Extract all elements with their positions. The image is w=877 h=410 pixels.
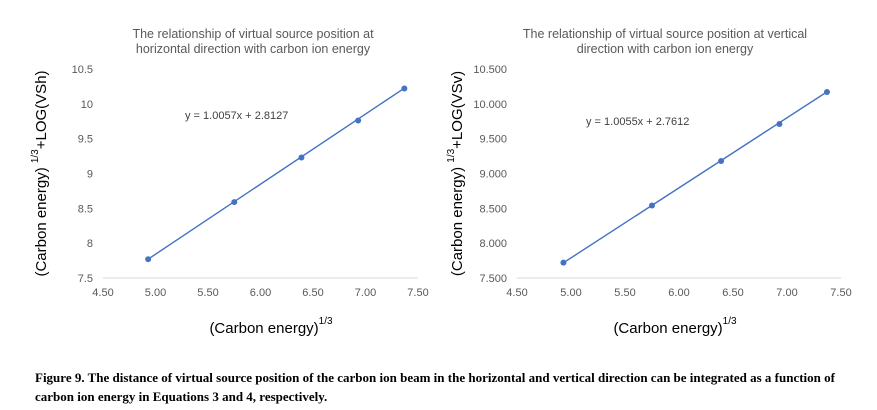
data-point <box>298 154 305 161</box>
chart-title-line: direction with carbon ion energy <box>577 42 754 56</box>
y-tick-label: 9.500 <box>479 134 507 146</box>
trendline <box>563 91 828 264</box>
x-tick-label: 5.50 <box>614 287 635 299</box>
x-tick-label: 6.00 <box>250 287 271 299</box>
chart-title-line: The relationship of virtual source posit… <box>132 27 374 41</box>
data-point <box>145 256 152 263</box>
figure-caption: Figure 9. The distance of virtual source… <box>35 370 835 404</box>
y-tick-label: 8.000 <box>479 238 507 250</box>
y-tick-label: 10.000 <box>473 99 507 111</box>
data-point <box>401 85 408 92</box>
x-tick-label: 7.00 <box>776 287 797 299</box>
chart-horizontal: The relationship of virtual source posit… <box>30 27 429 337</box>
data-point <box>649 202 655 209</box>
y-tick-label: 8 <box>87 238 93 250</box>
data-point <box>823 88 830 95</box>
y-tick-label: 9.000 <box>479 169 507 181</box>
x-tick-label: 6.00 <box>668 287 689 299</box>
chart-vertical: The relationship of virtual source posit… <box>446 27 852 337</box>
y-tick-label: 7.500 <box>479 273 507 285</box>
y-tick-label: 9 <box>87 169 93 181</box>
y-tick-label: 8.5 <box>78 203 93 215</box>
x-tick-label: 5.50 <box>197 287 218 299</box>
x-axis-label: (Carbon energy)1/3 <box>209 316 333 337</box>
data-point <box>776 121 783 128</box>
data-point <box>355 117 362 124</box>
x-axis-label: (Carbon energy)1/3 <box>613 316 737 337</box>
x-tick-label: 6.50 <box>722 287 743 299</box>
trendline-equation: y = 1.0055x + 2.7612 <box>586 116 689 128</box>
x-tick-label: 4.50 <box>92 287 113 299</box>
chart-title-line: The relationship of virtual source posit… <box>523 27 807 41</box>
data-point <box>718 157 725 164</box>
y-tick-label: 9.5 <box>78 134 93 146</box>
data-point <box>231 199 238 206</box>
x-tick-label: 5.00 <box>560 287 581 299</box>
y-axis-label: (Carbon energy) 1/3+LOG(VSv) <box>446 71 466 276</box>
trendline <box>147 87 405 260</box>
data-point <box>560 259 567 266</box>
x-tick-label: 4.50 <box>506 287 527 299</box>
x-tick-label: 6.50 <box>302 287 323 299</box>
y-tick-label: 7.5 <box>78 273 93 285</box>
x-tick-label: 7.50 <box>407 287 428 299</box>
x-tick-label: 7.00 <box>355 287 376 299</box>
y-tick-label: 10 <box>81 99 93 111</box>
trendline-equation: y = 1.0057x + 2.8127 <box>185 110 288 122</box>
y-tick-label: 8.500 <box>479 203 507 215</box>
x-tick-label: 7.50 <box>830 287 851 299</box>
chart-title-line: horizontal direction with carbon ion ene… <box>136 42 371 56</box>
y-tick-label: 10.5 <box>72 64 93 76</box>
y-tick-label: 10.500 <box>473 64 507 76</box>
x-tick-label: 5.00 <box>145 287 166 299</box>
y-axis-label: (Carbon energy) 1/3+LOG(VSh) <box>30 70 50 276</box>
